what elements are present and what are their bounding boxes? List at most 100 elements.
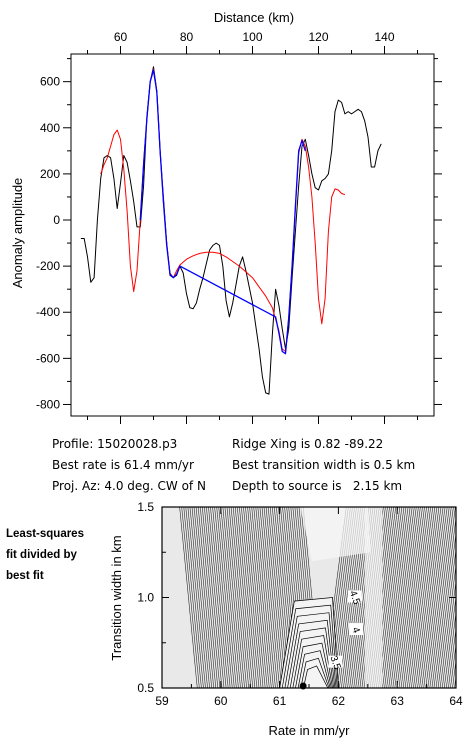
contour-line — [302, 507, 322, 688]
contour-line — [378, 507, 403, 688]
contour-line — [380, 507, 405, 688]
contour-x-ticks: 59 60 61 62 63 64 — [155, 507, 463, 708]
contour-line — [259, 507, 278, 688]
contour-line — [345, 507, 370, 688]
contour-line — [181, 507, 200, 688]
contour-line — [376, 507, 401, 688]
contour-y-tick-label: 1.0 — [137, 591, 154, 605]
contour-line — [443, 595, 456, 688]
contour-line — [427, 507, 452, 688]
contour-line — [339, 507, 364, 688]
side-label-line2: fit divided by — [6, 549, 77, 561]
contour-line — [398, 507, 423, 688]
contour-line — [202, 507, 221, 688]
trough-contour — [303, 665, 329, 688]
fit-segment-line — [139, 69, 306, 355]
contour-line — [265, 507, 284, 688]
contour-line — [226, 507, 245, 688]
misfit-ridge — [364, 507, 383, 688]
contour-line — [359, 507, 384, 688]
contour-y-tick-label: 1.5 — [137, 500, 154, 514]
contour-line — [328, 507, 353, 688]
contour-label-bg — [328, 655, 343, 668]
contour-line — [278, 507, 297, 688]
contour-line — [294, 507, 313, 688]
x-tick-label: 80 — [180, 30, 194, 44]
contour-line — [218, 507, 237, 688]
y-tick-label: 400 — [40, 121, 60, 135]
contour-line — [204, 507, 223, 688]
contour-line — [357, 507, 382, 688]
contour-x-axis-title: Rate in mm/yr — [269, 723, 351, 738]
contour-line — [439, 563, 456, 688]
x-tick-label: 120 — [308, 30, 328, 44]
contour-frame — [161, 506, 457, 689]
contour-x-tick-label: 60 — [214, 694, 228, 708]
contour-line — [253, 507, 272, 688]
contour-line — [269, 507, 289, 688]
contour-x-tick-label: 64 — [449, 694, 463, 708]
contour-line — [336, 507, 361, 688]
contour-line — [437, 547, 456, 688]
contour-line — [402, 507, 427, 688]
contour-labels: 4.5 4 3.5 — [327, 589, 364, 672]
contour-line — [413, 507, 438, 688]
contour-x-tick-label: 62 — [332, 694, 346, 708]
contour-line — [296, 507, 315, 688]
contour-background — [162, 507, 456, 688]
contour-line — [332, 507, 357, 688]
contour-line — [216, 507, 235, 688]
observed-profile-line — [80, 66, 382, 395]
contour-line — [185, 507, 204, 688]
contour-line — [343, 507, 368, 688]
contour-y-axis-title: Transition width in km — [109, 535, 124, 660]
depth-text: Depth to source is 2.15 km — [232, 479, 403, 493]
contour-line — [351, 507, 376, 688]
x-axis-ticks: 60 80 100 120 140 — [87, 30, 418, 424]
y-tick-label: -200 — [36, 259, 60, 273]
trough-contour — [292, 635, 333, 688]
contour-line — [361, 507, 386, 688]
contour-x-tick-label: 61 — [273, 694, 287, 708]
x-tick-label: 140 — [374, 30, 394, 44]
side-label-line1: Least-squares — [6, 528, 84, 540]
contour-line — [386, 507, 411, 688]
model-profile-line — [100, 68, 346, 352]
contour-line — [324, 507, 349, 688]
y-tick-label: 600 — [40, 75, 60, 89]
anomaly-profile-chart: 60 80 100 120 140 600 400 200 0 -200 -400 -600 -800… — [10, 10, 442, 424]
profile-text: Profile: 15020028.p3 — [52, 437, 178, 451]
contour-label-bg — [349, 623, 364, 636]
contour-line — [388, 507, 413, 688]
contour-line — [425, 507, 450, 688]
contour-line — [251, 507, 270, 688]
contour-line — [463, 507, 467, 688]
best-fit-marker — [299, 682, 307, 690]
contour-line — [183, 507, 202, 688]
contour-line — [394, 507, 419, 688]
contour-line — [267, 507, 287, 688]
contour-line — [214, 507, 233, 688]
contour-line — [243, 507, 262, 688]
contour-line — [433, 516, 456, 688]
contour-line — [406, 507, 431, 688]
contour-line — [330, 507, 355, 688]
proj-az-text: Proj. Az: 4.0 deg. CW of N — [52, 479, 206, 493]
contour-line — [290, 507, 309, 688]
contour-lines — [179, 507, 467, 688]
contour-line — [341, 507, 366, 688]
contour-line — [396, 507, 421, 688]
contour-line — [284, 507, 303, 688]
contour-line — [224, 507, 243, 688]
contour-line — [452, 658, 456, 688]
contour-line — [298, 507, 317, 688]
contour-line — [276, 507, 295, 688]
contour-label: 4 — [349, 626, 361, 635]
contour-line — [431, 507, 456, 688]
y-axis-ticks: 600 400 200 0 -200 -400 -600 -800 — [36, 58, 442, 411]
contour-line — [419, 507, 444, 688]
contour-line — [457, 507, 467, 688]
contour-line — [286, 507, 305, 688]
contour-line — [274, 507, 293, 688]
contour-line — [288, 507, 307, 688]
